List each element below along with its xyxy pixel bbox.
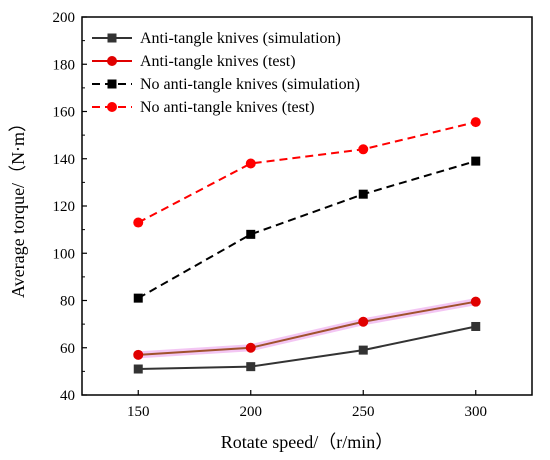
y-tick-label: 200 [53, 10, 76, 26]
series-3 [133, 156, 481, 303]
series-line [138, 325, 476, 371]
data-point [470, 296, 481, 307]
y-tick-label: 160 [53, 105, 76, 121]
data-point [471, 156, 481, 166]
x-tick-label: 250 [352, 404, 375, 420]
x-axis-title: Rotate speed/（r/min） [221, 432, 393, 452]
y-tick-label: 100 [53, 246, 76, 262]
y-tick-label: 120 [53, 199, 76, 215]
data-point [358, 144, 369, 155]
series-line [137, 160, 477, 300]
data-point [245, 342, 256, 353]
legend-marker [107, 33, 117, 43]
legend-item: Anti-tangle knives (test) [92, 53, 296, 70]
data-point [246, 362, 256, 372]
series-line [137, 121, 476, 224]
series-highlight [134, 298, 480, 359]
data-point [133, 293, 143, 303]
legend: Anti-tangle knives (simulation) Anti-tang… [92, 30, 360, 116]
x-tick-label: 300 [465, 404, 488, 420]
data-point [246, 229, 256, 239]
y-axis-title: Average torque/（N·m） [8, 114, 28, 298]
series-line [138, 300, 476, 356]
y-tick-label: 80 [60, 294, 75, 310]
y-tick-label: 60 [60, 341, 75, 357]
legend-item: No anti-tangle knives (test) [92, 99, 315, 116]
data-point [133, 364, 143, 374]
series-1 [133, 321, 481, 374]
x-tick-label: 200 [240, 404, 263, 420]
series-2 [133, 296, 481, 360]
data-point [358, 316, 369, 327]
legend-label: No anti-tangle knives (simulation) [140, 76, 360, 93]
series-4 [133, 117, 481, 228]
legend-marker [107, 79, 117, 89]
y-tick-label: 40 [60, 388, 75, 404]
series-layer [133, 117, 481, 374]
legend-label: Anti-tangle knives (simulation) [140, 30, 341, 47]
y-tick-label: 140 [53, 152, 76, 168]
data-point [358, 345, 368, 355]
y-tick-label: 180 [53, 57, 76, 73]
legend-label: No anti-tangle knives (test) [140, 99, 315, 116]
data-point [470, 117, 481, 128]
legend-item: No anti-tangle knives (simulation) [92, 76, 360, 93]
x-tick-label: 150 [127, 404, 150, 420]
data-point [471, 321, 481, 331]
legend-marker [107, 56, 117, 66]
legend-label: Anti-tangle knives (test) [140, 53, 296, 70]
axis-ticks: 150 200 250 300 40 60 80 100 120 140 160 180 200 [53, 10, 488, 420]
legend-item: Anti-tangle knives (simulation) [92, 30, 341, 47]
legend-marker [107, 102, 117, 112]
data-point [358, 189, 368, 199]
data-point [133, 349, 144, 360]
data-point [245, 158, 256, 169]
data-point [133, 217, 144, 228]
